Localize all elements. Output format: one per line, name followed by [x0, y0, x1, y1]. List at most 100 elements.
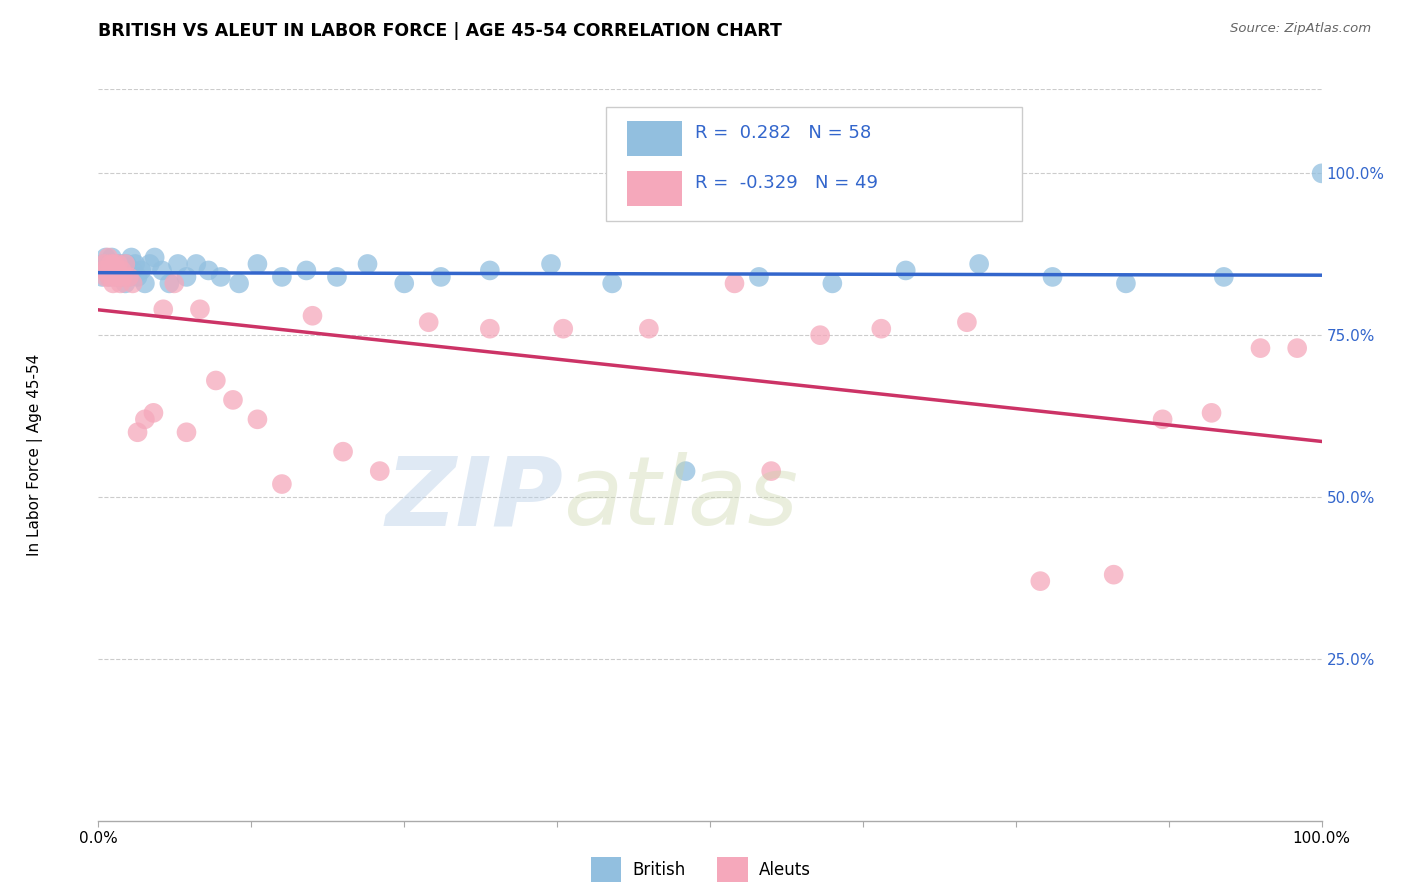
Point: [186, 257, 208, 271]
Point: [222, 392, 245, 407]
Point: [97, 251, 120, 265]
Point: [114, 257, 136, 271]
Point: [270, 477, 294, 491]
Point: [111, 263, 134, 277]
Point: [1310, 166, 1333, 180]
Point: [167, 257, 190, 271]
Point: [101, 277, 124, 291]
Point: [478, 321, 501, 335]
Point: [139, 257, 162, 271]
Point: [228, 277, 250, 291]
Point: [600, 277, 623, 291]
Point: [301, 309, 323, 323]
Point: [115, 257, 138, 271]
Point: [295, 263, 318, 277]
Point: [94, 269, 117, 284]
Point: [143, 251, 166, 265]
Point: [540, 257, 562, 271]
Point: [356, 257, 378, 271]
Point: [870, 321, 893, 335]
Point: [637, 321, 661, 335]
Point: [118, 269, 141, 284]
Point: [1152, 412, 1174, 426]
Point: [111, 269, 134, 284]
Point: [124, 257, 146, 271]
Point: [152, 302, 174, 317]
Point: [91, 263, 114, 277]
Point: [120, 251, 142, 265]
Point: [129, 263, 152, 277]
Point: [956, 315, 979, 329]
Point: [142, 406, 165, 420]
Point: [104, 269, 127, 284]
Point: [150, 263, 173, 277]
Point: [163, 277, 186, 291]
Point: [197, 263, 219, 277]
Point: [118, 269, 141, 284]
Point: [91, 269, 114, 284]
Point: [114, 277, 136, 291]
Point: [246, 412, 269, 426]
Point: [105, 263, 128, 277]
Point: [430, 269, 453, 284]
Point: [111, 257, 134, 271]
FancyBboxPatch shape: [606, 108, 1022, 221]
Point: [103, 257, 125, 271]
Point: [478, 263, 501, 277]
Point: [134, 277, 156, 291]
Point: [326, 269, 349, 284]
Point: [332, 444, 354, 458]
Point: [110, 263, 132, 277]
Point: [103, 257, 125, 271]
Point: [157, 277, 180, 291]
Point: [761, 464, 783, 478]
Point: [127, 425, 149, 440]
Point: [98, 269, 121, 284]
Bar: [627, 121, 682, 156]
Point: [246, 257, 269, 271]
Point: [112, 263, 135, 277]
Point: [100, 257, 122, 271]
Point: [101, 251, 124, 265]
Point: [723, 277, 745, 291]
Point: [205, 374, 228, 388]
Point: [675, 464, 697, 478]
Point: [127, 269, 149, 284]
Point: [93, 257, 115, 271]
Point: [368, 464, 391, 478]
Text: atlas: atlas: [564, 452, 799, 545]
Point: [101, 263, 124, 277]
Text: British: British: [633, 861, 686, 879]
Point: [1115, 277, 1137, 291]
Point: [108, 269, 131, 284]
Point: [105, 263, 128, 277]
Point: [808, 328, 831, 343]
Point: [967, 257, 990, 271]
Point: [176, 269, 198, 284]
Point: [553, 321, 575, 335]
Point: [96, 263, 118, 277]
Point: [1212, 269, 1234, 284]
Point: [94, 251, 117, 265]
Point: [91, 257, 114, 271]
Point: [821, 277, 844, 291]
Y-axis label: In Labor Force | Age 45-54: In Labor Force | Age 45-54: [27, 354, 42, 556]
Point: [101, 263, 124, 277]
Bar: [627, 171, 682, 206]
Text: Source: ZipAtlas.com: Source: ZipAtlas.com: [1230, 22, 1371, 36]
Point: [894, 263, 917, 277]
Point: [110, 277, 132, 291]
Text: Aleuts: Aleuts: [759, 861, 811, 879]
Point: [176, 425, 198, 440]
Point: [104, 269, 127, 284]
Point: [270, 269, 294, 284]
Point: [418, 315, 440, 329]
Point: [134, 412, 156, 426]
Point: [100, 257, 122, 271]
Point: [1286, 341, 1309, 355]
Point: [97, 263, 120, 277]
Point: [1102, 567, 1125, 582]
Text: ZIP: ZIP: [385, 452, 564, 545]
Text: BRITISH VS ALEUT IN LABOR FORCE | AGE 45-54 CORRELATION CHART: BRITISH VS ALEUT IN LABOR FORCE | AGE 45…: [98, 22, 782, 40]
Point: [209, 269, 232, 284]
